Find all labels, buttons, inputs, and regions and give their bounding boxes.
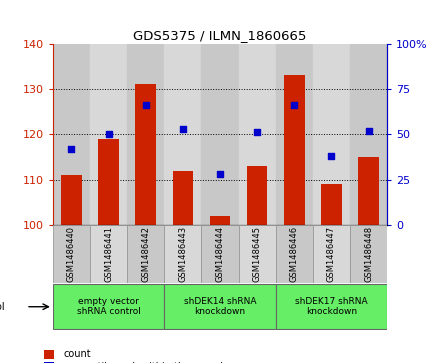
Text: GSM1486448: GSM1486448: [364, 226, 373, 282]
Point: [180, 126, 187, 132]
Point: [142, 102, 149, 108]
Bar: [127, 44, 164, 225]
Point: [105, 131, 112, 137]
Point: [328, 153, 335, 159]
Bar: [98, 139, 119, 225]
Text: GSM1486444: GSM1486444: [216, 226, 224, 282]
Bar: [202, 44, 238, 225]
Bar: [53, 44, 90, 225]
Bar: [350, 225, 387, 283]
Text: GSM1486443: GSM1486443: [178, 226, 187, 282]
Bar: [164, 284, 276, 329]
Bar: [136, 84, 156, 225]
Bar: [90, 44, 127, 225]
Text: GSM1486442: GSM1486442: [141, 226, 150, 282]
Text: GSM1486441: GSM1486441: [104, 226, 113, 282]
Bar: [61, 175, 81, 225]
Title: GDS5375 / ILMN_1860665: GDS5375 / ILMN_1860665: [133, 29, 307, 42]
Text: empty vector
shRNA control: empty vector shRNA control: [77, 297, 140, 317]
Bar: [238, 225, 276, 283]
Text: percentile rank within the sample: percentile rank within the sample: [64, 362, 229, 363]
Text: GSM1486447: GSM1486447: [327, 226, 336, 282]
Bar: [164, 225, 202, 283]
Bar: [202, 225, 238, 283]
Bar: [313, 44, 350, 225]
Bar: [321, 184, 342, 225]
Bar: [276, 225, 313, 283]
Bar: [247, 166, 268, 225]
Bar: [53, 284, 164, 329]
Text: GSM1486440: GSM1486440: [67, 226, 76, 282]
Bar: [276, 284, 387, 329]
Bar: [127, 225, 164, 283]
Bar: [359, 157, 379, 225]
Bar: [313, 225, 350, 283]
Text: count: count: [64, 349, 92, 359]
Bar: [276, 44, 313, 225]
Text: protocol: protocol: [0, 302, 4, 312]
Text: GSM1486445: GSM1486445: [253, 226, 262, 282]
Text: GSM1486446: GSM1486446: [290, 226, 299, 282]
Point: [253, 130, 260, 135]
Bar: [172, 171, 193, 225]
Bar: [210, 216, 230, 225]
Bar: [238, 44, 276, 225]
Point: [216, 171, 224, 177]
Bar: [350, 44, 387, 225]
Text: shDEK14 shRNA
knockdown: shDEK14 shRNA knockdown: [184, 297, 256, 317]
Point: [291, 102, 298, 108]
Point: [68, 146, 75, 152]
Bar: [284, 75, 304, 225]
Bar: [90, 225, 127, 283]
Point: [365, 128, 372, 134]
Bar: [53, 225, 90, 283]
Bar: [164, 44, 202, 225]
Text: shDEK17 shRNA
knockdown: shDEK17 shRNA knockdown: [295, 297, 368, 317]
